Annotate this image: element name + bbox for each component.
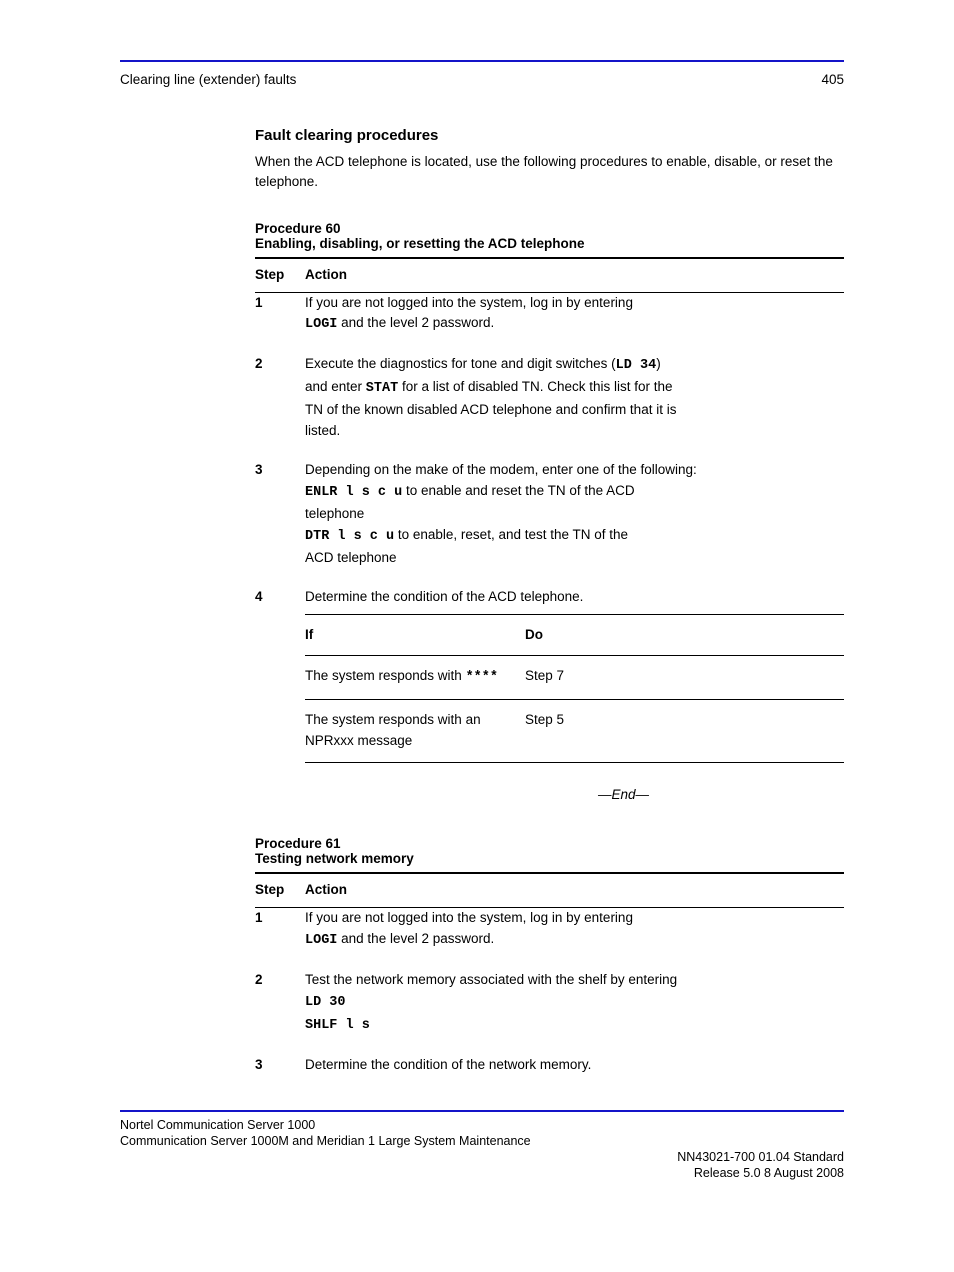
command-text: SHLF l s xyxy=(305,1018,370,1033)
procedure-steps: 1If you are not logged into the system, … xyxy=(255,293,844,770)
table-rule xyxy=(305,614,844,615)
command-text: ENLR l s c u xyxy=(305,485,402,500)
inner-row: The system responds with ****Step 7 xyxy=(305,662,844,693)
command-text: LD 34 xyxy=(616,358,657,373)
step-text: and enter xyxy=(305,379,366,394)
procedure-title: Enabling, disabling, or resetting the AC… xyxy=(255,236,585,251)
col-action: Action xyxy=(305,882,347,897)
col-step: Step xyxy=(255,267,284,282)
procedure-header-row: Step Action xyxy=(255,874,844,903)
command-text: LOGI xyxy=(305,317,337,332)
command-text: LD 30 xyxy=(305,995,346,1010)
section-intro: When the ACD telephone is located, use t… xyxy=(255,152,844,193)
step-text: to enable and reset the TN of the ACD xyxy=(402,483,634,498)
procedure-caption: Procedure 60 Enabling, disabling, or res… xyxy=(255,221,844,251)
procedure-label: Procedure 60 xyxy=(255,221,341,236)
procedure-step: 1If you are not logged into the system, … xyxy=(255,293,844,337)
command-text: STAT xyxy=(366,381,398,396)
step-text: TN of the known disabled ACD telephone a… xyxy=(305,402,676,417)
footer-right-a: NN43021-700 01.04 Standard xyxy=(677,1150,844,1164)
procedure-title: Testing network memory xyxy=(255,851,414,866)
col-action: Action xyxy=(305,267,347,282)
step-body: Determine the condition of the network m… xyxy=(305,1055,844,1076)
step-body: Execute the diagnostics for tone and dig… xyxy=(305,354,844,442)
col-step: Step xyxy=(255,882,284,897)
step-text: to enable, reset, and test the TN of the xyxy=(394,527,628,542)
step-text: Determine the condition of the network m… xyxy=(305,1057,591,1072)
section-title: Fault clearing procedures xyxy=(255,127,844,144)
inner-if-cell: The system responds with anNPRxxx messag… xyxy=(305,710,525,752)
step-number: 1 xyxy=(255,293,305,337)
inner-do-cell: Step 5 xyxy=(525,710,844,752)
step-text: Determine the condition of the ACD telep… xyxy=(305,589,583,604)
table-rule xyxy=(305,699,844,700)
step-text: Test the network memory associated with … xyxy=(305,972,677,987)
command-text: LOGI xyxy=(305,933,337,948)
command-text: **** xyxy=(466,670,498,685)
step-body: Depending on the make of the modem, ente… xyxy=(305,460,844,569)
col-do: Do xyxy=(525,627,543,642)
step-text: ) xyxy=(656,356,661,371)
table-rule xyxy=(305,762,844,763)
footer-center: Communication Server 1000M and Meridian … xyxy=(120,1134,531,1148)
page-header: Clearing line (extender) faults 405 xyxy=(120,70,844,127)
inner-do-cell: Step 7 xyxy=(525,666,844,689)
footer-left: Nortel Communication Server 1000 xyxy=(120,1118,315,1132)
procedure-step: 1If you are not logged into the system, … xyxy=(255,908,844,952)
procedure-end: —End— xyxy=(598,787,844,802)
step-number: 3 xyxy=(255,460,305,569)
bottom-horizontal-rule xyxy=(120,1110,844,1112)
step-number: 4 xyxy=(255,587,305,770)
step-body: If you are not logged into the system, l… xyxy=(305,293,844,337)
step-text: Execute the diagnostics for tone and dig… xyxy=(305,356,616,371)
step-number: 3 xyxy=(255,1055,305,1076)
step-number: 2 xyxy=(255,354,305,442)
inner-table: IfDoThe system responds with ****Step 7T… xyxy=(305,614,844,764)
procedure-step: 2Execute the diagnostics for tone and di… xyxy=(255,354,844,442)
page-number: 405 xyxy=(821,72,844,87)
step-number: 2 xyxy=(255,970,305,1037)
step-text: and the level 2 password. xyxy=(337,931,494,946)
step-text: Depending on the make of the modem, ente… xyxy=(305,462,697,477)
procedure-header-row: Step Action xyxy=(255,259,844,288)
step-body: If you are not logged into the system, l… xyxy=(305,908,844,952)
command-text: DTR l s c u xyxy=(305,529,394,544)
step-body: Test the network memory associated with … xyxy=(305,970,844,1037)
procedure-steps: 1If you are not logged into the system, … xyxy=(255,908,844,1076)
top-horizontal-rule xyxy=(120,60,844,62)
procedure-caption: Procedure 61 Testing network memory xyxy=(255,836,844,866)
header-left: Clearing line (extender) faults xyxy=(120,72,296,87)
step-number: 1 xyxy=(255,908,305,952)
step-text: telephone xyxy=(305,506,364,521)
footer-right-b: Release 5.0 8 August 2008 xyxy=(694,1166,844,1180)
procedure-step: 3Determine the condition of the network … xyxy=(255,1055,844,1076)
step-text: If you are not logged into the system, l… xyxy=(305,910,633,925)
step-text: ACD telephone xyxy=(305,550,397,565)
col-if: If xyxy=(305,627,313,642)
table-rule xyxy=(305,655,844,656)
page-footer-line4: Release 5.0 8 August 2008 xyxy=(120,1166,844,1188)
procedure-step: 2Test the network memory associated with… xyxy=(255,970,844,1037)
procedure-step: 3Depending on the make of the modem, ent… xyxy=(255,460,844,569)
procedure-label: Procedure 61 xyxy=(255,836,341,851)
step-text: listed. xyxy=(305,423,340,438)
procedure-step: 4Determine the condition of the ACD tele… xyxy=(255,587,844,770)
step-text: for a list of disabled TN. Check this li… xyxy=(398,379,672,394)
step-body: Determine the condition of the ACD telep… xyxy=(305,587,844,770)
inner-row: The system responds with anNPRxxx messag… xyxy=(305,706,844,756)
step-text: If you are not logged into the system, l… xyxy=(305,295,633,310)
step-text: and the level 2 password. xyxy=(337,315,494,330)
inner-if-cell: The system responds with **** xyxy=(305,666,525,689)
